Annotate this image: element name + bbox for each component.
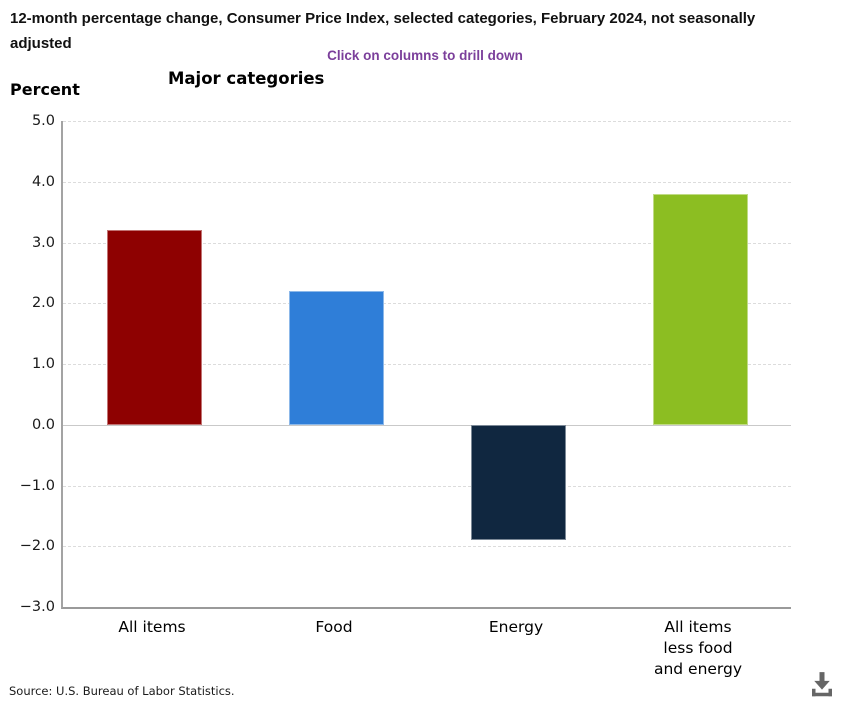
y-tick-label: 4.0	[31, 173, 55, 190]
plot-area	[61, 121, 791, 609]
source-note: Source: U.S. Bureau of Labor Statistics.	[9, 684, 235, 698]
y-tick-label: 5.0	[31, 113, 55, 129]
y-tick-label: −3.0	[19, 599, 55, 615]
bar-energy[interactable]	[470, 424, 566, 541]
gridline	[63, 242, 791, 244]
gridline	[63, 121, 791, 122]
gridline	[63, 364, 791, 365]
x-category-label-food: Food	[315, 618, 353, 636]
chart-title: Major categories	[168, 69, 325, 88]
y-tick-label: 1.0	[31, 356, 55, 372]
y-tick-label: 0.0	[31, 416, 55, 433]
gridline	[63, 546, 791, 548]
download-arrow-glyph	[812, 672, 832, 697]
zero-gridline	[63, 424, 791, 426]
gridline	[63, 181, 791, 183]
x-category-label-all-items: All items	[118, 618, 186, 636]
page-title: 12-month percentage change, Consumer Pri…	[10, 10, 756, 52]
x-category-label-all-items-less-food-and-energy: All items less food and energy	[653, 618, 743, 678]
y-tick-label: −1.0	[19, 477, 55, 494]
download-icon[interactable]	[807, 669, 837, 699]
gridline	[63, 485, 791, 487]
x-category-label-energy: Energy	[488, 618, 544, 636]
drill-down-hint: Click on columns to drill down	[327, 48, 523, 63]
y-tick-label: 2.0	[31, 295, 55, 312]
bar-all-items-less-food-and-energy[interactable]	[652, 193, 748, 425]
y-tick-label: −2.0	[19, 538, 55, 555]
gridline	[63, 303, 791, 305]
bar-all-items[interactable]	[106, 230, 202, 425]
y-axis-unit-label: Percent	[10, 80, 80, 99]
bar-food[interactable]	[288, 291, 384, 425]
y-tick-label: 3.0	[31, 234, 55, 251]
